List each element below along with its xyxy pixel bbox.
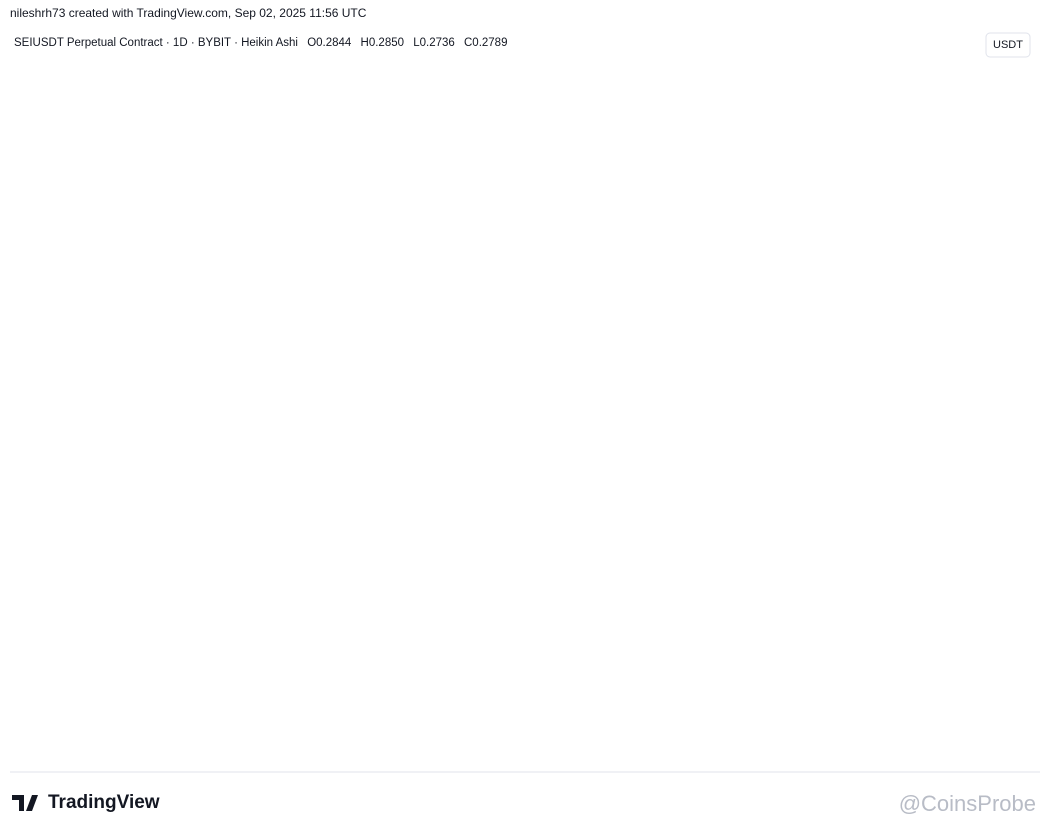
ohlc-high: H0.2850 bbox=[361, 37, 404, 49]
title: SEIUSDT Perpetual Contract · 1D · BYBIT … bbox=[14, 37, 298, 49]
brand-logo bbox=[12, 795, 38, 811]
currency[interactable]: USDT bbox=[993, 39, 1023, 51]
currency-button[interactable] bbox=[985, 32, 1031, 58]
brand: TradingView bbox=[48, 792, 160, 813]
watermark: @CoinsProbe bbox=[899, 791, 1036, 816]
ohlc-open: O0.2844 bbox=[307, 37, 352, 49]
ohlc-close: C0.2789 bbox=[464, 37, 507, 49]
byline: nileshrh73 created with TradingView.com,… bbox=[10, 6, 367, 20]
ohlc-low: L0.2736 bbox=[413, 37, 455, 49]
chart-title: SEIUSDT Perpetual Contract · 1D · BYBIT … bbox=[14, 37, 507, 49]
